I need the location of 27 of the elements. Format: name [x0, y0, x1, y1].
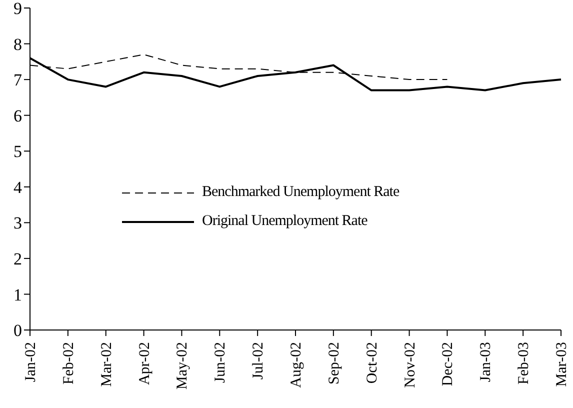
y-tick-label: 9	[14, 0, 22, 18]
y-tick-label: 2	[14, 249, 22, 268]
x-tick-label: Jun-02	[212, 342, 229, 383]
y-tick-label: 5	[14, 142, 22, 162]
y-tick-label: 8	[14, 34, 22, 54]
x-tick-label: Nov-02	[402, 342, 418, 388]
x-tick-label: Jul-02	[250, 342, 267, 380]
y-tick-label: 0	[14, 321, 22, 340]
x-tick-label: May-02	[174, 342, 191, 390]
y-tick-label: 3	[14, 214, 22, 233]
x-tick-label: Aug-02	[288, 342, 304, 388]
x-tick-label: Mar-02	[98, 342, 115, 387]
x-tick-label: Feb-03	[516, 342, 532, 384]
legend-label: Benchmarked Unemployment Rate	[202, 184, 400, 201]
x-tick-label: Dec-02	[440, 342, 456, 386]
x-tick-label: Jan-02	[23, 342, 39, 382]
y-tick-label: 1	[14, 285, 22, 304]
x-tick-label: Sep-02	[326, 342, 342, 384]
y-tick-label: 6	[14, 106, 22, 126]
y-tick-label: 4	[14, 178, 22, 197]
legend-label: Original Unemployment Rate	[202, 213, 368, 230]
x-tick-label: Jan-03	[478, 342, 494, 382]
x-tick-label: Feb-02	[60, 342, 77, 384]
x-tick-label: Apr-02	[136, 342, 153, 386]
y-tick-label: 7	[14, 70, 22, 90]
x-tick-label: Oct-02	[364, 342, 380, 384]
x-tick-label: Mar-03	[554, 342, 570, 387]
